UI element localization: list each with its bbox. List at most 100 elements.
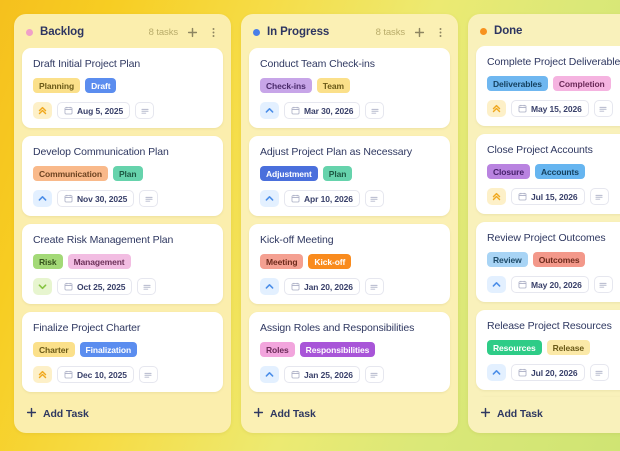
task-meta: Dec 10, 2025 [33, 366, 212, 383]
task-tag[interactable]: Resources [487, 340, 542, 355]
chevron-up-icon[interactable] [260, 102, 279, 119]
task-tag[interactable]: Plan [112, 166, 143, 181]
description-lines-icon[interactable] [589, 364, 609, 381]
task-tag[interactable]: Charter [33, 342, 75, 357]
description-lines-icon[interactable] [137, 278, 157, 295]
description-lines-icon[interactable] [364, 366, 384, 383]
task-meta: May 20, 2026 [487, 276, 620, 293]
kanban-column-backlog: Backlog 8 tasks Draft Initial Project Plan… [14, 14, 231, 433]
task-tag[interactable]: Completion [552, 76, 611, 91]
task-due-date[interactable]: Jan 20, 2026 [284, 278, 360, 295]
task-card[interactable]: Review Project Outcomes Review Outcomes May… [476, 222, 620, 302]
description-lines-icon[interactable] [589, 188, 609, 205]
task-tag[interactable]: Plan [322, 166, 353, 181]
task-tag[interactable]: Meeting [260, 254, 304, 269]
description-lines-icon[interactable] [139, 190, 159, 207]
task-meta: Jan 25, 2026 [260, 366, 439, 383]
description-lines-icon[interactable] [364, 190, 384, 207]
task-due-date[interactable]: Oct 25, 2025 [57, 278, 133, 295]
chevron-up-icon[interactable] [33, 190, 52, 207]
chevron-up-icon[interactable] [487, 364, 506, 381]
add-task-label: Add Task [270, 408, 316, 420]
task-due-date[interactable]: Jul 15, 2026 [511, 188, 585, 205]
task-card[interactable]: Kick-off Meeting Meeting Kick-off Jan 20, 2… [249, 224, 450, 304]
add-task-button[interactable]: Add Task [468, 397, 620, 433]
plus-icon[interactable] [185, 25, 199, 39]
task-card[interactable]: Assign Roles and Responsibilities Roles Re… [249, 312, 450, 392]
chevron-up-icon[interactable] [260, 190, 279, 207]
double-chevron-up-icon[interactable] [33, 102, 52, 119]
task-tag[interactable]: Finalization [79, 342, 138, 357]
task-due-date[interactable]: Aug 5, 2025 [57, 102, 131, 119]
task-tag[interactable]: Responsibilities [299, 342, 376, 357]
task-tag[interactable]: Review [487, 252, 528, 267]
task-tag[interactable]: Adjustment [260, 166, 318, 181]
description-lines-icon[interactable] [593, 276, 613, 293]
due-date-text: Jan 20, 2026 [304, 281, 353, 292]
task-due-date[interactable]: Jul 20, 2026 [511, 364, 585, 381]
chevron-up-icon[interactable] [260, 278, 279, 295]
task-card[interactable]: Release Project Resources Resources Releas… [476, 310, 620, 390]
task-tag[interactable]: Communication [33, 166, 108, 181]
description-lines-icon[interactable] [135, 102, 155, 119]
task-meta: Mar 30, 2026 [260, 102, 439, 119]
task-due-date[interactable]: Nov 30, 2025 [57, 190, 135, 207]
due-date-text: Apr 10, 2026 [304, 193, 353, 204]
task-card[interactable]: Close Project Accounts Closure Accounts Jul… [476, 134, 620, 214]
task-tag[interactable]: Risk [33, 254, 63, 269]
task-tag[interactable]: Release [546, 340, 591, 355]
task-tag[interactable]: Check-ins [260, 78, 312, 93]
task-due-date[interactable]: May 20, 2026 [511, 276, 589, 293]
task-tag[interactable]: Management [67, 254, 131, 269]
add-task-button[interactable]: Add Task [241, 397, 458, 433]
task-tag[interactable]: Planning [33, 78, 81, 93]
task-meta: Apr 10, 2026 [260, 190, 439, 207]
description-lines-icon[interactable] [138, 366, 158, 383]
add-task-button[interactable]: Add Task [14, 397, 231, 433]
column-task-count: 8 tasks [148, 26, 179, 38]
task-tag[interactable]: Roles [260, 342, 295, 357]
task-card[interactable]: Conduct Team Check-ins Check-ins Team Mar 3… [249, 48, 450, 128]
description-lines-icon[interactable] [593, 100, 613, 117]
tag-list: Resources Release [487, 340, 620, 355]
due-date-text: Dec 10, 2025 [77, 369, 127, 380]
task-tag[interactable]: Accounts [534, 164, 585, 179]
task-card[interactable]: Finalize Project Charter Charter Finalizat… [22, 312, 223, 392]
task-due-date[interactable]: May 15, 2026 [511, 100, 589, 117]
task-card[interactable]: Develop Communication Plan Communication P… [22, 136, 223, 216]
task-tag[interactable]: Team [316, 78, 350, 93]
task-tag[interactable]: Closure [487, 164, 530, 179]
double-chevron-up-icon[interactable] [33, 366, 52, 383]
more-vertical-icon[interactable] [206, 25, 220, 39]
calendar-icon [518, 100, 527, 118]
task-due-date[interactable]: Apr 10, 2026 [284, 190, 360, 207]
tag-list: Roles Responsibilities [260, 342, 439, 357]
due-date-text: Jul 20, 2026 [531, 367, 578, 378]
more-vertical-icon[interactable] [433, 25, 447, 39]
task-card[interactable]: Complete Project Deliverables Deliverable… [476, 46, 620, 126]
task-due-date[interactable]: Dec 10, 2025 [57, 366, 134, 383]
kanban-board: Backlog 8 tasks Draft Initial Project Plan… [14, 14, 620, 433]
description-lines-icon[interactable] [364, 278, 384, 295]
calendar-icon [291, 190, 300, 208]
chevron-up-icon[interactable] [487, 276, 506, 293]
due-date-text: Nov 30, 2025 [77, 193, 128, 204]
task-tag[interactable]: Outcomes [532, 252, 586, 267]
task-card[interactable]: Adjust Project Plan as Necessary Adjustme… [249, 136, 450, 216]
task-card[interactable]: Create Risk Management Plan Risk Managemen… [22, 224, 223, 304]
task-card[interactable]: Draft Initial Project Plan Planning Draft A… [22, 48, 223, 128]
task-due-date[interactable]: Jan 25, 2026 [284, 366, 360, 383]
double-chevron-up-icon[interactable] [487, 188, 506, 205]
chevron-down-icon[interactable] [33, 278, 52, 295]
chevron-up-icon[interactable] [260, 366, 279, 383]
plus-icon[interactable] [412, 25, 426, 39]
double-chevron-up-icon[interactable] [487, 100, 506, 117]
column-status-dot [253, 28, 260, 36]
task-tag[interactable]: Kick-off [308, 254, 352, 269]
task-tag[interactable]: Deliverables [487, 76, 548, 91]
task-tag[interactable]: Draft [85, 78, 117, 93]
task-due-date[interactable]: Mar 30, 2026 [284, 102, 361, 119]
column-title: In Progress [267, 26, 330, 38]
description-lines-icon[interactable] [365, 102, 385, 119]
tag-list: Deliverables Completion [487, 76, 620, 91]
